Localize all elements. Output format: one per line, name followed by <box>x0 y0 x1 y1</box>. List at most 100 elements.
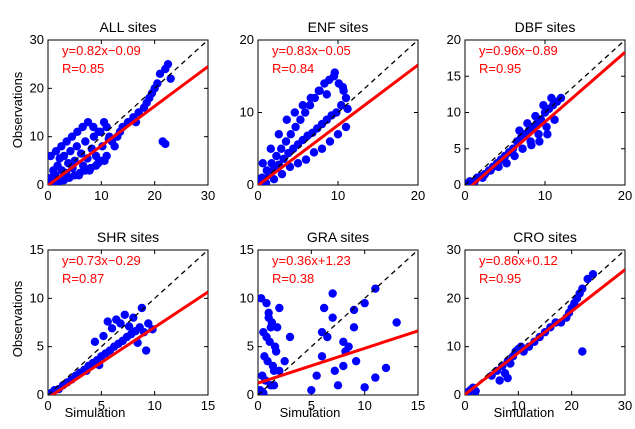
data-point <box>314 86 323 95</box>
data-point <box>583 274 592 284</box>
data-point <box>275 303 284 313</box>
plot-area <box>465 250 625 395</box>
data-point <box>285 162 295 172</box>
x-tick-label: 30 <box>618 398 632 413</box>
x-tick-label: 10 <box>511 398 525 413</box>
plot-area <box>258 40 418 185</box>
data-point <box>518 144 527 153</box>
data-point <box>73 127 82 137</box>
data-point <box>341 93 351 103</box>
data-point <box>543 130 552 139</box>
data-point <box>510 151 519 161</box>
y-tick-label: 30 <box>30 32 44 47</box>
regression-equation: y=0.96x−0.89 <box>479 43 558 58</box>
data-point <box>89 122 98 132</box>
data-point <box>360 383 369 392</box>
data-point <box>279 154 288 164</box>
panel-3: DBF sites 0 10 20 0 5 10 15 20 y=0.96x−0.89 R=0.95 <box>447 19 633 203</box>
data-point <box>144 319 153 328</box>
data-point <box>306 93 315 103</box>
y-axis-label-top: Observations <box>10 71 25 148</box>
data-point <box>531 111 540 121</box>
data-point <box>163 59 173 69</box>
data-point <box>317 144 327 153</box>
data-point <box>277 169 287 179</box>
data-point <box>312 371 321 380</box>
data-point <box>94 127 103 137</box>
panel-6: CRO sites 0 10 20 30 0 10 20 30 y=0.86x+0.12 R=0.9… <box>447 229 633 413</box>
data-point <box>124 322 134 331</box>
y-tick-label: 20 <box>240 32 254 47</box>
data-point <box>317 352 327 361</box>
data-point <box>351 356 361 366</box>
x-tick-label: 5 <box>98 398 105 413</box>
x-tick-label: 20 <box>564 398 578 413</box>
x-tick-label: 10 <box>94 188 108 203</box>
data-point <box>296 115 305 124</box>
data-point <box>266 323 275 332</box>
data-point <box>319 303 329 313</box>
data-point <box>534 130 543 139</box>
x-tick-label: 0 <box>44 188 51 203</box>
y-tick-label: 10 <box>30 129 44 144</box>
data-point <box>275 366 284 376</box>
data-point <box>272 151 281 161</box>
x-axis-label-middle: Simulation <box>280 405 341 420</box>
data-point <box>259 327 268 337</box>
y-tick-label: 15 <box>240 242 254 257</box>
data-point <box>281 137 291 146</box>
panel-title: CRO sites <box>513 229 577 245</box>
data-point <box>72 142 82 151</box>
data-point <box>502 159 511 168</box>
data-point <box>78 122 87 132</box>
correlation-coefficient: R=0.95 <box>479 61 521 76</box>
data-point <box>503 373 512 383</box>
data-point <box>67 132 77 141</box>
panel-title: SHR sites <box>97 229 159 245</box>
regression-line <box>48 65 208 185</box>
panel-5: GRA sites 0 5 10 15 0 5 10 15 y=0.36x+1.23 R=0.38 <box>240 229 426 413</box>
data-point <box>91 151 101 161</box>
data-point <box>161 139 170 149</box>
data-point <box>90 337 100 347</box>
data-point <box>99 117 109 127</box>
data-point <box>120 310 129 319</box>
x-tick-label: 10 <box>331 188 345 203</box>
panel-title: ENF sites <box>308 19 369 35</box>
data-point <box>293 159 303 168</box>
data-point <box>271 347 281 356</box>
data-point <box>83 117 93 127</box>
data-point <box>81 137 90 146</box>
data-point <box>282 115 291 124</box>
panel-1: ALL sites 0 10 20 30 0 10 20 30 y=0.82x−0.09 R=0.8… <box>30 19 216 203</box>
data-point <box>338 82 347 92</box>
data-point <box>274 130 283 139</box>
data-point <box>266 144 275 153</box>
data-point <box>264 308 273 318</box>
data-point <box>301 155 311 164</box>
data-point <box>116 319 125 328</box>
plot-area <box>258 250 418 395</box>
data-point <box>57 142 66 151</box>
data-point <box>285 332 295 342</box>
data-point <box>523 119 532 128</box>
y-tick-label: 20 <box>30 80 44 95</box>
y-tick-label: 0 <box>247 387 254 402</box>
x-tick-label: 15 <box>411 398 425 413</box>
x-axis-label-right: Simulation <box>494 405 555 420</box>
data-point <box>103 317 112 326</box>
panel-title: GRA sites <box>307 229 369 245</box>
y-tick-label: 5 <box>37 339 44 354</box>
data-point <box>97 156 106 166</box>
data-point <box>91 161 101 170</box>
y-tick-label: 20 <box>447 290 461 305</box>
y-tick-label: 10 <box>447 105 461 120</box>
x-tick-label: 20 <box>411 188 425 203</box>
data-point <box>134 108 143 117</box>
data-point <box>527 140 536 150</box>
data-point <box>59 151 69 161</box>
data-point <box>269 175 279 184</box>
regression-line <box>470 51 625 185</box>
regression-line <box>49 290 208 395</box>
x-tick-label: 30 <box>201 188 215 203</box>
